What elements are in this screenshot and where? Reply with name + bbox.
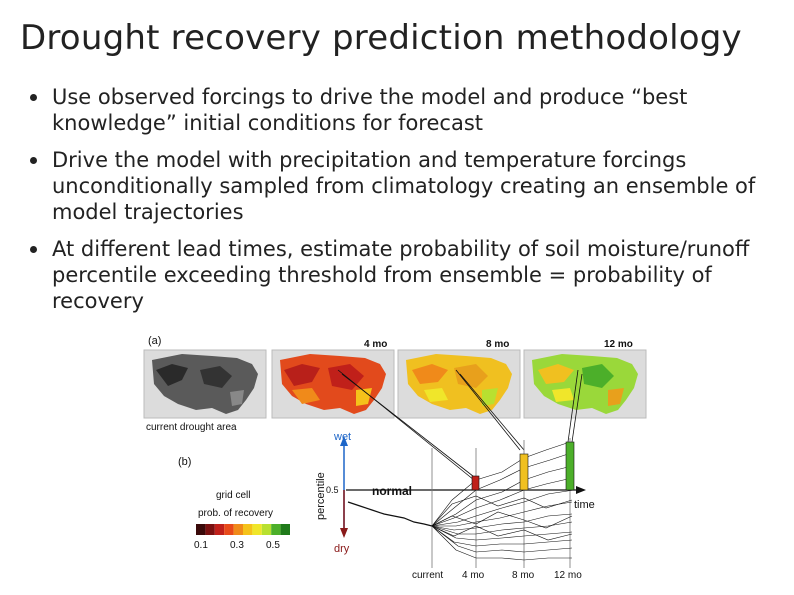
legend-swatch <box>205 524 215 535</box>
wet-label: wet <box>333 431 351 443</box>
map-12mo-label: 12 mo <box>604 339 633 350</box>
legend-swatch <box>224 524 234 535</box>
legend-swatch <box>243 524 253 535</box>
legend-swatch <box>261 524 272 535</box>
legend-swatch <box>214 524 225 535</box>
bar-12mo <box>565 441 575 491</box>
bullet-item: Use observed forcings to drive the model… <box>30 84 780 136</box>
dry-arrow-icon <box>340 528 348 538</box>
legend-swatch <box>252 524 262 535</box>
observed-trajectory <box>347 501 433 527</box>
bullet-dot-icon <box>30 157 37 164</box>
current-area-label: current drought area <box>146 422 237 433</box>
normal-label: normal <box>372 484 412 498</box>
map-8mo <box>397 349 521 419</box>
tick-05-label: 0.5 <box>326 485 339 495</box>
bullet-text: At different lead times, estimate probab… <box>52 237 750 313</box>
methodology-figure: (a) (b) current drought area 4 mo <box>142 330 650 588</box>
legend-tick: 0.5 <box>266 540 280 551</box>
panel-b-label: (b) <box>178 456 191 468</box>
x-label-12mo: 12 mo <box>554 570 582 581</box>
bar-8mo <box>519 453 529 491</box>
ensemble-trajectories <box>431 441 575 561</box>
map-4mo-label: 4 mo <box>364 339 387 350</box>
bullet-item: At different lead times, estimate probab… <box>30 236 780 314</box>
time-label: time <box>574 499 595 511</box>
legend-colorbar <box>196 524 290 535</box>
wet-arrow-icon <box>340 436 348 446</box>
lead-time-lines <box>431 438 571 568</box>
legend-swatch <box>271 524 281 535</box>
bullet-text: Drive the model with precipitation and t… <box>52 148 756 224</box>
panel-a-label: (a) <box>148 335 161 347</box>
bullet-dot-icon <box>30 94 37 101</box>
bullet-dot-icon <box>30 246 37 253</box>
percentile-label: percentile <box>315 472 327 520</box>
map-current-drought <box>143 349 267 419</box>
legend-swatch <box>196 524 206 535</box>
connector-lines <box>337 369 583 481</box>
legend-tick: 0.3 <box>230 540 244 551</box>
x-label-current: current <box>412 570 443 581</box>
x-label-4mo: 4 mo <box>462 570 485 581</box>
x-label-8mo: 8 mo <box>512 570 535 581</box>
map-4mo <box>271 349 395 419</box>
legend-title-prob: prob. of recovery <box>198 508 273 519</box>
legend-swatch <box>233 524 243 535</box>
bullet-list: Use observed forcings to drive the model… <box>30 84 780 325</box>
bar-4mo <box>471 475 480 491</box>
map-12mo <box>523 349 647 419</box>
time-arrow-icon <box>576 486 586 494</box>
map-8mo-label: 8 mo <box>486 339 509 350</box>
dry-label: dry <box>334 543 350 555</box>
bullet-item: Drive the model with precipitation and t… <box>30 147 780 225</box>
figure-svg: (a) (b) current drought area 4 mo <box>143 335 647 581</box>
legend-swatch <box>280 524 290 535</box>
slide-title: Drought recovery prediction methodology <box>20 18 742 58</box>
legend-tick: 0.1 <box>194 540 208 551</box>
bullet-text: Use observed forcings to drive the model… <box>52 85 688 135</box>
legend-title-grid-cell: grid cell <box>216 490 250 501</box>
